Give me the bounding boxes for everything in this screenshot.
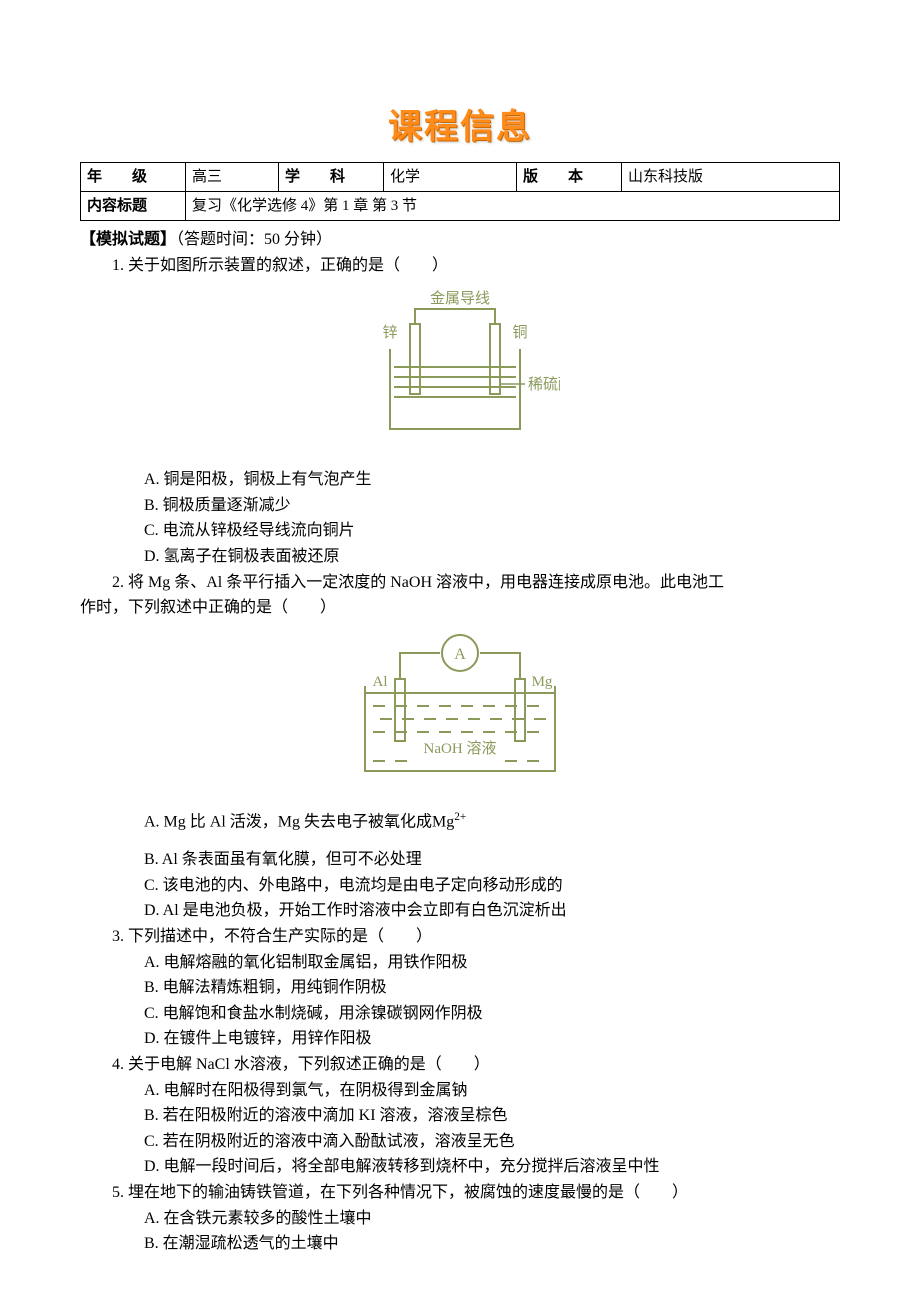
title-text: 课程信息	[388, 108, 532, 146]
fig-mg-label: Mg	[532, 674, 553, 690]
version-label: 版 本	[517, 163, 622, 192]
table-row: 内容标题 复习《化学选修 4》第 1 章 第 3 节	[81, 192, 840, 221]
exam-label: 【模拟试题】	[80, 231, 176, 248]
content-label: 内容标题	[81, 192, 186, 221]
q2-opt-d: D. Al 是电池负极，开始工作时溶液中会立即有白色沉淀析出	[80, 898, 840, 924]
q1-opt-d: D. 氢离子在铜极表面被还原	[80, 544, 840, 570]
q2-opt-a-charge: 2+	[454, 811, 466, 823]
q4-opt-d: D. 电解一段时间后，将全部电解液转移到烧杯中，充分搅拌后溶液呈中性	[80, 1154, 840, 1180]
q3-opt-c: C. 电解饱和食盐水制烧碱，用涂镍碳钢网作阴极	[80, 1001, 840, 1027]
q4-opt-c: C. 若在阴极附近的溶液中滴入酚酞试液，溶液呈无色	[80, 1129, 840, 1155]
q2-figure: A Al Mg NaOH 溶液	[80, 631, 840, 800]
q4-opt-b: B. 若在阳极附近的溶液中滴加 KI 溶液，溶液呈棕色	[80, 1103, 840, 1129]
q3-stem: 3. 下列描述中，不符合生产实际的是（ ）	[80, 924, 840, 950]
q1-opt-c: C. 电流从锌极经导线流向铜片	[80, 518, 840, 544]
q1-stem: 1. 关于如图所示装置的叙述，正确的是（ ）	[80, 253, 840, 279]
q3-opt-a: A. 电解熔融的氧化铝制取金属铝，用铁作阳极	[80, 950, 840, 976]
grade-label: 年 级	[81, 163, 186, 192]
exam-header: 【模拟试题】（答题时间：50 分钟）	[80, 227, 840, 253]
q4-opt-a: A. 电解时在阳极得到氯气，在阴极得到金属钠	[80, 1078, 840, 1104]
q2-opt-a: A. Mg 比 Al 活泼，Mg 失去电子被氧化成Mg2+	[80, 809, 840, 835]
fig-al-label: Al	[373, 674, 388, 690]
fig-cu-label: 铜	[512, 324, 527, 341]
fig-sol-label: NaOH 溶液	[424, 740, 497, 757]
q4-stem: 4. 关于电解 NaCl 水溶液，下列叙述正确的是（ ）	[80, 1052, 840, 1078]
info-table: 年 级 高三 学 科 化学 版 本 山东科技版 内容标题 复习《化学选修 4》第…	[80, 162, 840, 221]
q1-figure: 金属导线 锌 铜 稀硫酸	[80, 289, 840, 458]
fig-meter-label: A	[454, 646, 466, 663]
q2-opt-c: C. 该电池的内、外电路中，电流均是由电子定向移动形成的	[80, 873, 840, 899]
q2-stem-a: 2. 将 Mg 条、Al 条平行插入一定浓度的 NaOH 溶液中，用电器连接成原…	[80, 570, 840, 596]
q3-opt-d: D. 在镀件上电镀锌，用锌作阳极	[80, 1026, 840, 1052]
fig-acid-label: 稀硫酸	[528, 376, 560, 393]
content-value: 复习《化学选修 4》第 1 章 第 3 节	[186, 192, 840, 221]
subject-label: 学 科	[279, 163, 384, 192]
fig-zn-label: 锌	[382, 324, 397, 341]
version-value: 山东科技版	[622, 163, 840, 192]
table-row: 年 级 高三 学 科 化学 版 本 山东科技版	[81, 163, 840, 192]
q2-opt-b: B. Al 条表面虽有氧化膜，但可不必处理	[80, 847, 840, 873]
q2-opt-a-pre: A. Mg 比 Al 活泼，Mg 失去电子被氧化成	[144, 814, 432, 831]
fig-wire-label: 金属导线	[430, 290, 490, 307]
q2-opt-a-ion: Mg	[432, 814, 454, 831]
q1-opt-b: B. 铜极质量逐渐减少	[80, 493, 840, 519]
page-title: 课程信息	[80, 100, 840, 154]
subject-value: 化学	[384, 163, 517, 192]
q5-stem: 5. 埋在地下的输油铸铁管道，在下列各种情况下，被腐蚀的速度最慢的是（ ）	[80, 1180, 840, 1206]
exam-time: （答题时间：50 分钟）	[176, 231, 332, 248]
q3-opt-b: B. 电解法精炼粗铜，用纯铜作阴极	[80, 975, 840, 1001]
grade-value: 高三	[186, 163, 279, 192]
q2-stem-b: 作时，下列叙述中正确的是（ ）	[80, 595, 840, 621]
q1-opt-a: A. 铜是阳极，铜极上有气泡产生	[80, 467, 840, 493]
q5-opt-a: A. 在含铁元素较多的酸性土壤中	[80, 1206, 840, 1232]
q5-opt-b: B. 在潮湿疏松透气的土壤中	[80, 1231, 840, 1257]
